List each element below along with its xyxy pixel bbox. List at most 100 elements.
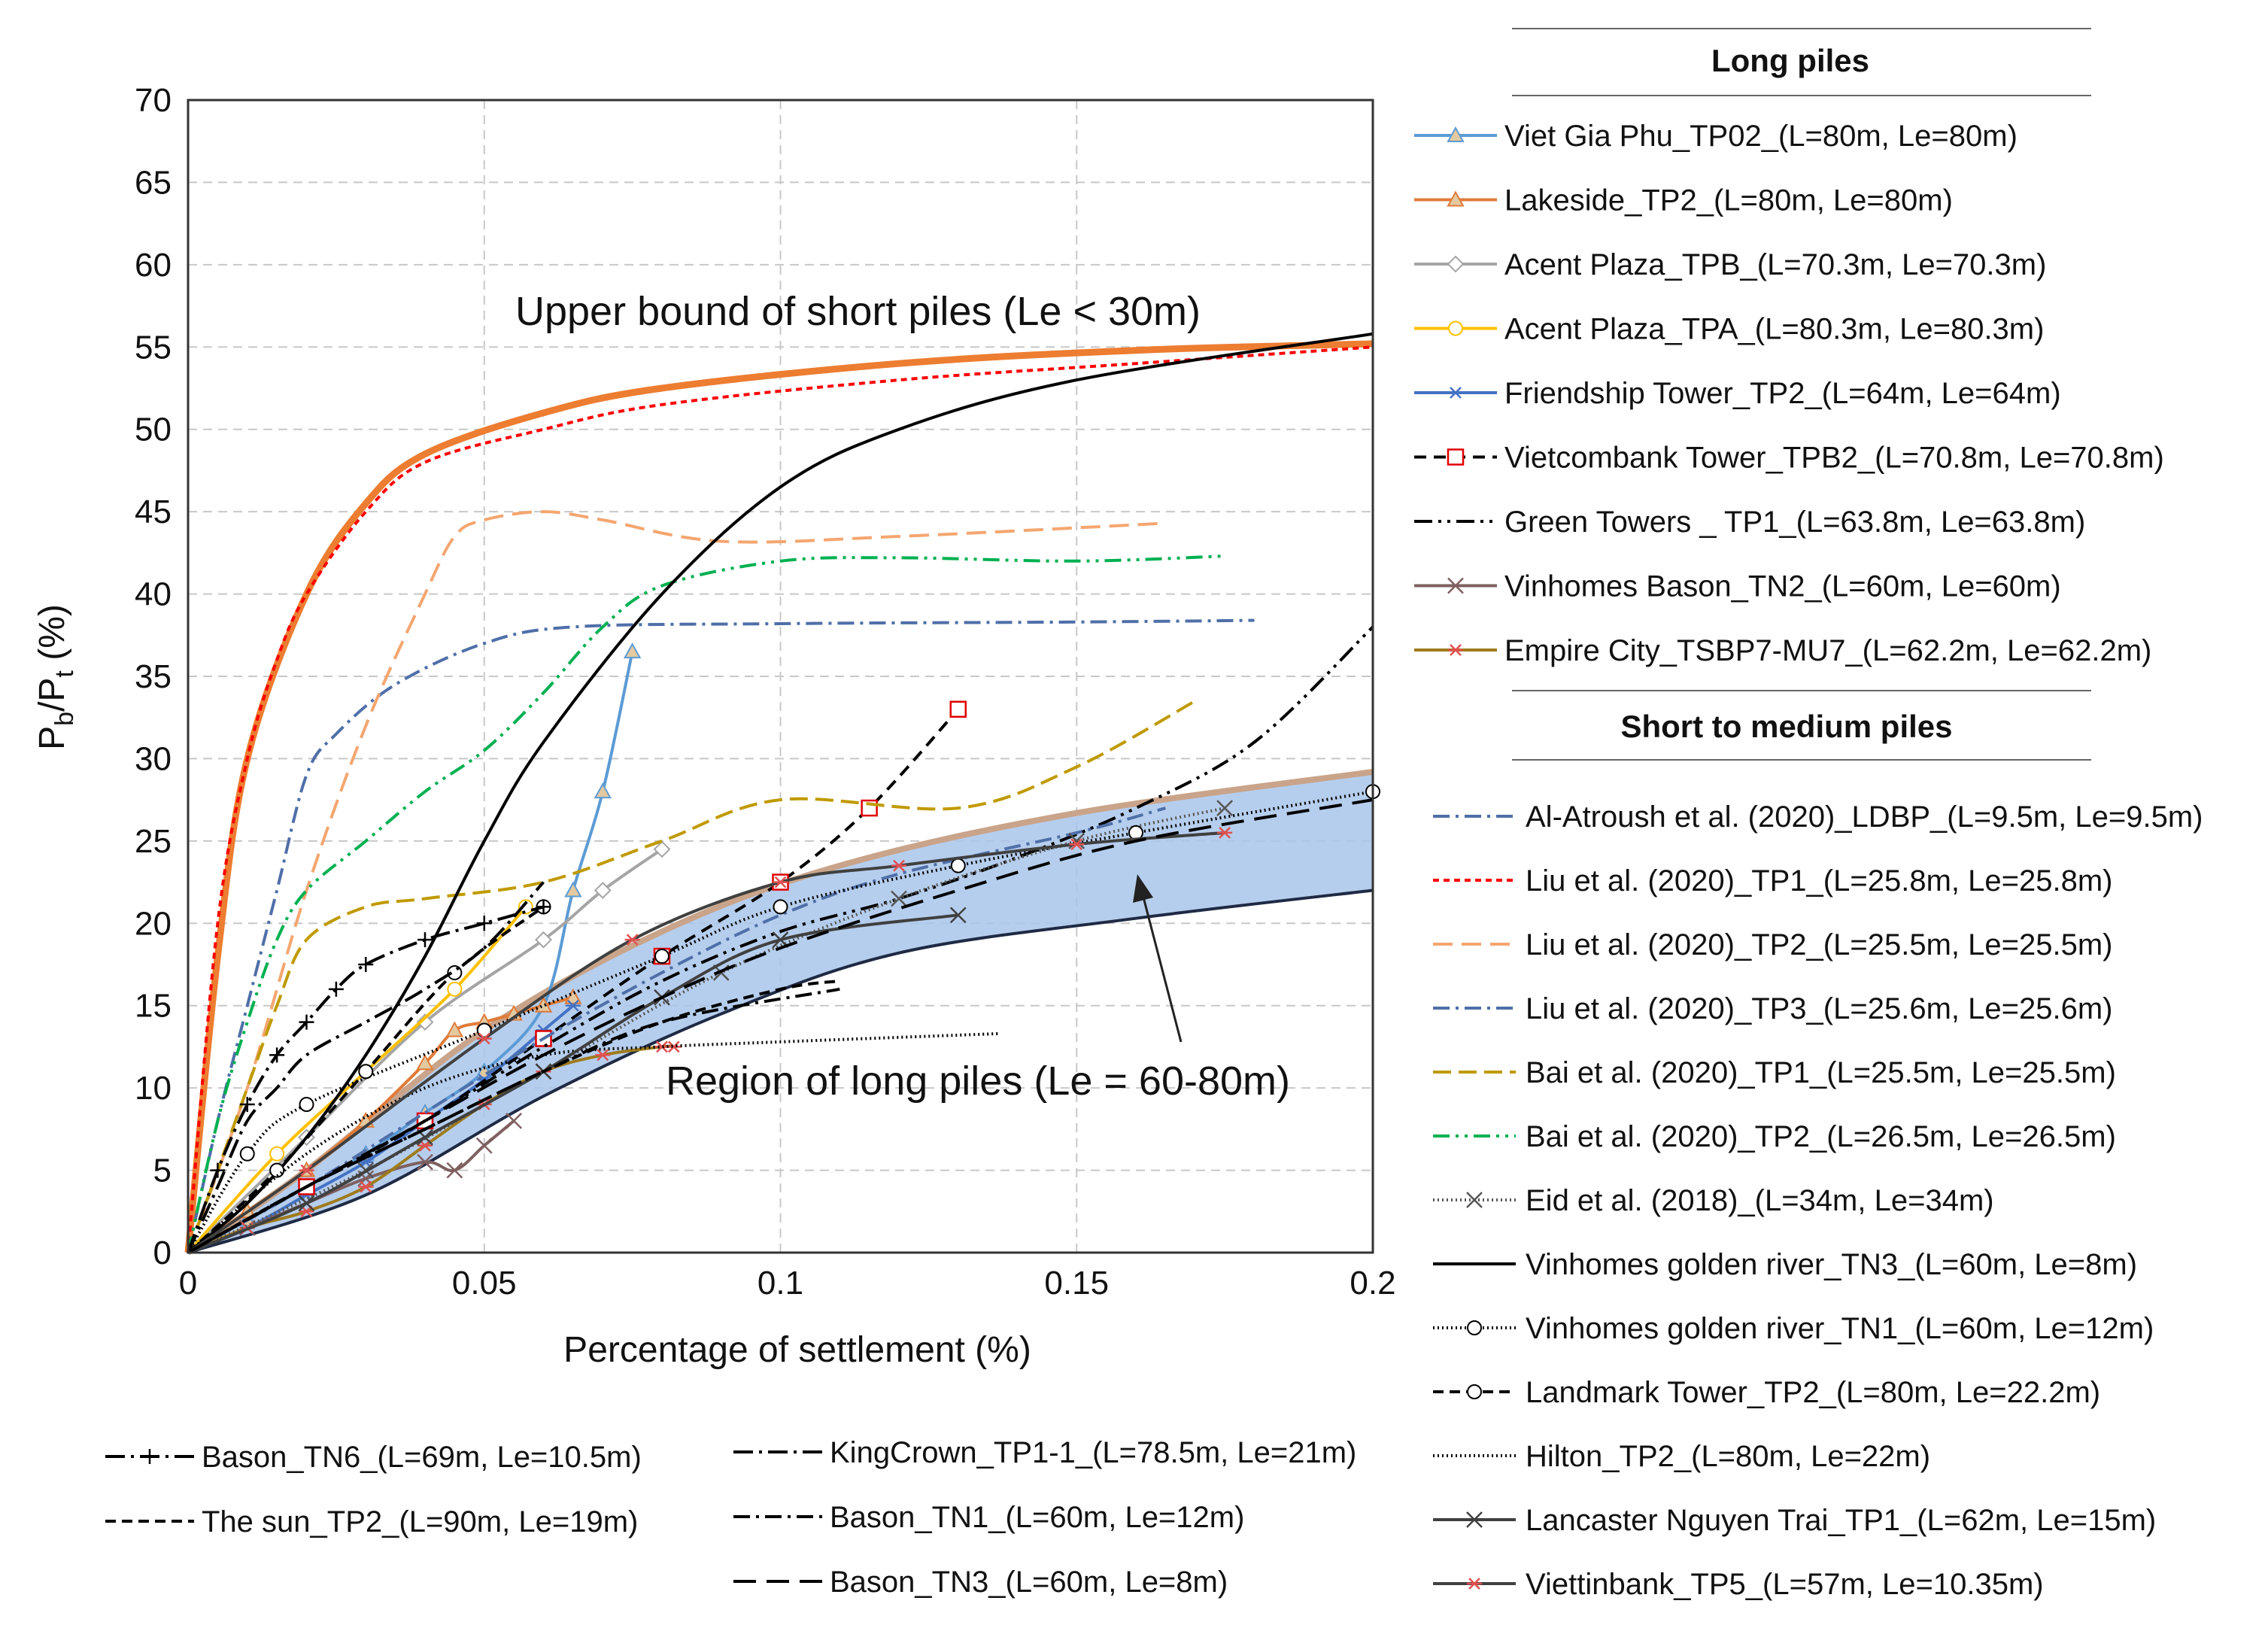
plot-frame — [187, 99, 1374, 1254]
y-axis-label: Pb/Pt (%) — [32, 604, 79, 750]
series-marker — [654, 949, 669, 964]
series-marker — [446, 1162, 463, 1179]
series-bason-tn3-l-60m-le-8m — [187, 798, 1374, 1254]
legend-item-vietcombank-tower-tpb2-l-70-8m-le-70-8m: Vietcombank Tower_TPB2_(L=70.8m, Le=70.8… — [1414, 442, 2164, 475]
series-liu-et-al-2020-tp2-l-25-5m-le-25-5m — [187, 510, 1166, 1253]
series-marker — [1448, 387, 1463, 399]
series-marker — [565, 999, 581, 1012]
legend-label: Eid et al. (2018)_(L=34m, Le=34m) — [1526, 1184, 1994, 1217]
series-line — [187, 806, 1225, 1254]
series-layer — [187, 332, 1380, 1254]
legend-label: Liu et al. (2020)_TP2_(L=25.5m, Le=25.5m… — [1526, 928, 2112, 961]
y-label-mid: /P — [32, 678, 72, 712]
series-marker — [1466, 1192, 1483, 1208]
annotation-arrow — [1133, 874, 1183, 1043]
legend-item-acent-plaza-tpb-l-70-3m-le-70-3m: Acent Plaza_TPB_(L=70.3m, Le=70.3m) — [1414, 248, 2046, 281]
series-bason-tn6-l-69m-le-10-5m — [187, 899, 551, 1253]
tick-labels: 0 0.05 0.1 0.15 0.2 0 5 10 15 20 25 30 35 40 45 50 55 60 6… — [135, 82, 1396, 1302]
legend-item-bason-tn6-l-69m-le-10-5m: Bason_TN6_(L=69m, Le=10.5m) — [105, 1441, 642, 1474]
series-line — [187, 332, 1374, 1254]
series-line — [187, 1044, 674, 1254]
series-marker — [506, 1113, 523, 1129]
x-tick-label: 0.05 — [452, 1265, 517, 1302]
series-line — [187, 618, 1255, 1253]
legend-label: Al-Atroush et al. (2020)_LDBP_(L=9.5m, L… — [1526, 800, 2203, 834]
legend-label: Bason_TN3_(L=60m, Le=8m) — [830, 1566, 1228, 1599]
series-marker — [594, 882, 612, 899]
legend-label: Bai et al. (2020)_TP1_(L=25.5m, Le=25.5m… — [1526, 1056, 2116, 1089]
series-marker — [447, 981, 463, 997]
legend-label: Empire City_TSBP7-MU7_(L=62.2m, Le=62.2m… — [1504, 634, 2151, 667]
series-marker — [1448, 644, 1463, 656]
legend-item-liu-et-al-2020-tp3-l-25-6m-le-25-6m: Liu et al. (2020)_TP3_(L=25.6m, Le=25.6m… — [1433, 992, 2112, 1025]
y-tick-label: 0 — [153, 1235, 172, 1271]
series-marker — [1447, 255, 1465, 273]
series-marker — [1467, 1320, 1482, 1335]
y-label-main: P — [32, 726, 72, 750]
legend-label: Landmark Tower_TP2_(L=80m, Le=22.2m) — [1526, 1376, 2100, 1409]
series-viettinbank-tp5-l-57m-le-10-35m — [187, 827, 1233, 1254]
y-tick-label: 45 — [135, 494, 172, 530]
legend-label: Lakeside_TP2_(L=80m, Le=80m) — [1504, 184, 1953, 217]
series-marker — [475, 1137, 493, 1154]
legend-item-viet-gia-phu-tp02-l-80m-le-80m: Viet Gia Phu_TP02_(L=80m, Le=80m) — [1414, 120, 2018, 153]
legend-item-viettinbank-tp5-l-57m-le-10-35m: Viettinbank_TP5_(L=57m, Le=10.35m) — [1433, 1568, 2044, 1601]
legend-item-green-towers-tp1-l-63-8m-le-63-8m: Green Towers _ TP1_(L=63.8m, Le=63.8m) — [1414, 506, 2085, 539]
legend-heading-long: Long piles — [1711, 43, 1869, 78]
legend-item-bai-et-al-2020-tp2-l-26-5m-le-26-5m: Bai et al. (2020)_TP2_(L=26.5m, Le=26.5m… — [1433, 1120, 2116, 1153]
y-label-tail: (%) — [32, 604, 72, 670]
x-axis-label: Percentage of settlement (%) — [563, 1330, 1031, 1370]
series-kingcrown-tp1-1-l-78-5m-le-21m — [187, 881, 545, 1253]
series-marker — [299, 1164, 314, 1177]
legend-item-bason-tn3-l-60m-le-8m: Bason_TN3_(L=60m, Le=8m) — [733, 1566, 1228, 1599]
series-vinhomes-golden-river-tn1-l-60m-le-12m — [187, 784, 1380, 1254]
legend-item-friendship-tower-tp2-l-64m-le-64m: Friendship Tower_TP2_(L=64m, Le=64m) — [1414, 377, 2061, 410]
series-line — [187, 625, 1374, 1254]
legend-label: Liu et al. (2020)_TP1_(L=25.8m, Le=25.8m… — [1526, 864, 2112, 898]
y-tick-label: 25 — [135, 823, 172, 860]
axes — [187, 99, 1374, 1254]
series-marker — [1217, 827, 1233, 839]
legend-item-lancaster-nguyen-trai-tp1-l-62m-le-15m: Lancaster Nguyen Trai_TP1_(L=62m, Le=15m… — [1433, 1504, 2156, 1537]
legend-item-kingcrown-tp1-1-l-78-5m-le-21m: KingCrown_TP1-1_(L=78.5m, Le=21m) — [733, 1436, 1356, 1469]
series-marker — [445, 1021, 464, 1037]
legend-item-landmark-tower-tp2-l-80m-le-22-2m: Landmark Tower_TP2_(L=80m, Le=22.2m) — [1433, 1376, 2100, 1409]
y-tick-label: 35 — [135, 658, 172, 695]
series-marker — [666, 1040, 682, 1053]
legend-heading-short: Short to medium piles — [1620, 709, 1952, 744]
series-bai-et-al-2020-tp2-l-26-5m-le-26-5m — [187, 554, 1225, 1253]
y-tick-label: 30 — [135, 740, 172, 777]
y-tick-label: 50 — [135, 412, 172, 448]
series-green-towers-tp1-l-63-8m-le-63-8m — [187, 625, 1374, 1254]
upper-bound-curve — [184, 340, 1374, 1253]
series-line — [187, 881, 545, 1253]
series-liu-et-al-2020-tp3-l-25-6m-le-25-6m — [187, 806, 1166, 1254]
legend-item-lakeside-tp2-l-80m-le-80m: Lakeside_TP2_(L=80m, Le=80m) — [1414, 184, 1953, 217]
legend-label: Green Towers _ TP1_(L=63.8m, Le=63.8m) — [1504, 506, 2085, 539]
y-tick-label: 40 — [135, 576, 172, 613]
legend-item-bason-tn1-l-60m-le-12m: Bason_TN1_(L=60m, Le=12m) — [733, 1501, 1244, 1534]
legend-item-empire-city-tsbp7-mu7-l-62-2m-le-62-2m: Empire City_TSBP7-MU7_(L=62.2m, Le=62.2m… — [1414, 634, 2151, 667]
series-marker — [328, 981, 344, 997]
legend: Long piles Short to medium piles Viet Gi… — [105, 28, 2203, 1601]
series-marker — [1069, 838, 1085, 851]
series-hilton-tp2-l-80m-le-22m — [187, 1031, 1000, 1254]
series-line — [187, 905, 545, 1253]
y-tick-label: 65 — [135, 164, 172, 201]
series-marker — [416, 1013, 434, 1031]
series-liu-et-al-2020-tp1-l-25-8m-le-25-8m — [187, 345, 1374, 1253]
legend-item-hilton-tp2-l-80m-le-22m: Hilton_TP2_(L=80m, Le=22m) — [1433, 1440, 1930, 1473]
series-marker — [358, 957, 374, 972]
legend-label: Bai et al. (2020)_TP2_(L=26.5m, Le=26.5m… — [1526, 1120, 2116, 1153]
legend-label: Liu et al. (2020)_TP3_(L=25.6m, Le=25.6m… — [1526, 992, 2112, 1025]
legend-label: The sun_TP2_(L=90m, Le=19m) — [202, 1505, 638, 1538]
y-label-sub2: t — [50, 670, 79, 678]
series-line — [187, 806, 1166, 1254]
legend-label: Vinhomes golden river_TN3_(L=60m, Le=8m) — [1526, 1248, 2137, 1281]
x-tick-label: 0.2 — [1350, 1265, 1395, 1302]
y-label-sub1: b — [50, 712, 79, 726]
series-marker — [949, 700, 967, 718]
series-marker — [1448, 320, 1463, 336]
series-marker — [417, 1153, 433, 1171]
series-marker — [773, 876, 788, 888]
